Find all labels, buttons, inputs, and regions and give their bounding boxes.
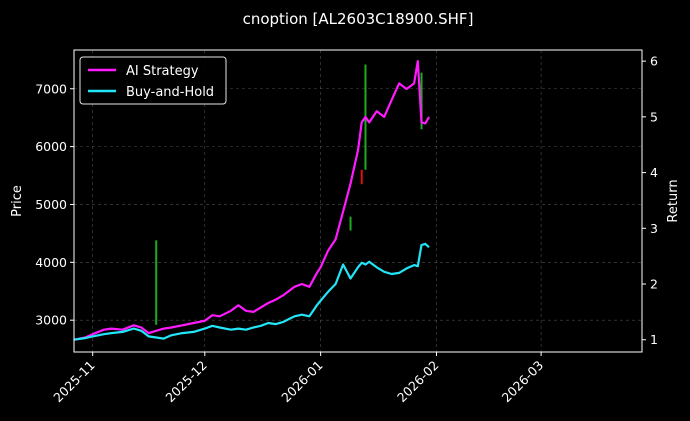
legend-box — [79, 56, 227, 105]
y2-tick-label: 5 — [650, 109, 658, 124]
y-axis-label: Price — [10, 185, 25, 217]
legend: AI Strategy Buy-and-Hold — [79, 56, 227, 105]
y2-axis-label: Return — [666, 179, 681, 222]
y2-tick-label: 6 — [650, 54, 658, 69]
legend-entry-buy-and-hold: Buy-and-Hold — [126, 85, 214, 100]
y-axis-left: 3000 4000 5000 6000 7000 — [35, 81, 74, 328]
series-line-ai-strategy — [73, 59, 430, 341]
y2-tick-label: 1 — [650, 332, 658, 347]
y2-tick-label: 4 — [650, 165, 658, 180]
legend-entry-ai-strategy: AI Strategy — [126, 64, 199, 79]
y-tick-label: 6000 — [35, 139, 67, 154]
y-axis-right: 1 2 3 4 5 6 — [642, 54, 658, 347]
series-line-buy-and-hold — [73, 242, 430, 341]
y-tick-label: 4000 — [35, 255, 67, 270]
y-tick-label: 5000 — [35, 197, 67, 212]
y-tick-label: 7000 — [35, 81, 67, 96]
chart-title: cnoption [AL2603C18900.SHF] — [243, 10, 474, 28]
series-lines — [73, 59, 430, 341]
y2-tick-label: 2 — [650, 277, 658, 292]
plot-frame — [73, 49, 643, 353]
y2-tick-label: 3 — [650, 221, 658, 236]
y-tick-label: 3000 — [35, 313, 67, 328]
